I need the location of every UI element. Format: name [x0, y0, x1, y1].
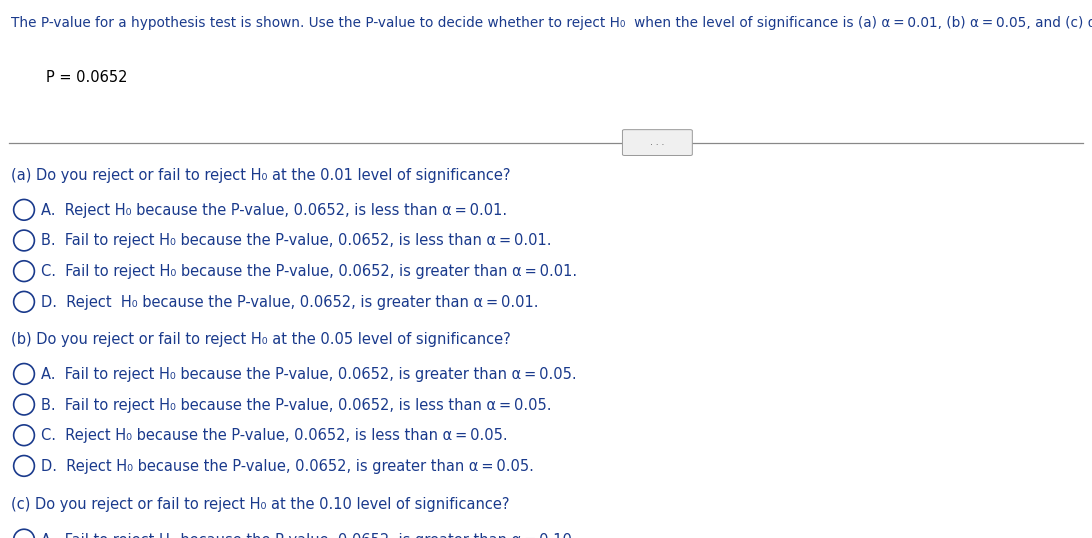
Text: B.  Fail to reject H₀ because the P-value, 0.0652, is less than α = 0.05.: B. Fail to reject H₀ because the P-value…: [41, 398, 551, 413]
Text: D.  Reject  H₀ because the P-value, 0.0652, is greater than α = 0.01.: D. Reject H₀ because the P-value, 0.0652…: [41, 295, 539, 310]
Text: A.  Reject H₀ because the P-value, 0.0652, is less than α = 0.01.: A. Reject H₀ because the P-value, 0.0652…: [41, 203, 508, 218]
Text: . . .: . . .: [650, 138, 665, 147]
Text: (a) Do you reject or fail to reject H₀ at the 0.01 level of significance?: (a) Do you reject or fail to reject H₀ a…: [11, 168, 510, 183]
FancyBboxPatch shape: [622, 130, 692, 155]
Text: P = 0.0652: P = 0.0652: [46, 70, 128, 85]
Text: (c) Do you reject or fail to reject H₀ at the 0.10 level of significance?: (c) Do you reject or fail to reject H₀ a…: [11, 497, 510, 512]
Text: The P-value for a hypothesis test is shown. Use the P-value to decide whether to: The P-value for a hypothesis test is sho…: [11, 16, 1092, 30]
Text: D.  Reject H₀ because the P-value, 0.0652, is greater than α = 0.05.: D. Reject H₀ because the P-value, 0.0652…: [41, 459, 534, 474]
Text: A.  Fail to reject H₀ because the P-value, 0.0652, is greater than α = 0.05.: A. Fail to reject H₀ because the P-value…: [41, 367, 577, 382]
Text: (b) Do you reject or fail to reject H₀ at the 0.05 level of significance?: (b) Do you reject or fail to reject H₀ a…: [11, 332, 511, 348]
Text: B.  Fail to reject H₀ because the P-value, 0.0652, is less than α = 0.01.: B. Fail to reject H₀ because the P-value…: [41, 233, 551, 249]
Text: A.  Fail to reject H₀ because the P-value, 0.0652, is greater than α = 0.10.: A. Fail to reject H₀ because the P-value…: [41, 533, 577, 538]
Text: C.  Reject H₀ because the P-value, 0.0652, is less than α = 0.05.: C. Reject H₀ because the P-value, 0.0652…: [41, 428, 508, 443]
Text: C.  Fail to reject H₀ because the P-value, 0.0652, is greater than α = 0.01.: C. Fail to reject H₀ because the P-value…: [41, 264, 578, 279]
